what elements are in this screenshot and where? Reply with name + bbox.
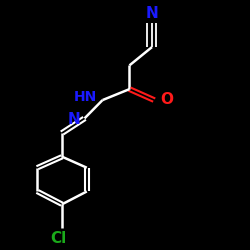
Text: HN: HN <box>74 90 97 104</box>
Text: Cl: Cl <box>50 231 67 246</box>
Text: N: N <box>146 6 158 20</box>
Text: O: O <box>160 92 173 107</box>
Text: N: N <box>67 112 80 127</box>
